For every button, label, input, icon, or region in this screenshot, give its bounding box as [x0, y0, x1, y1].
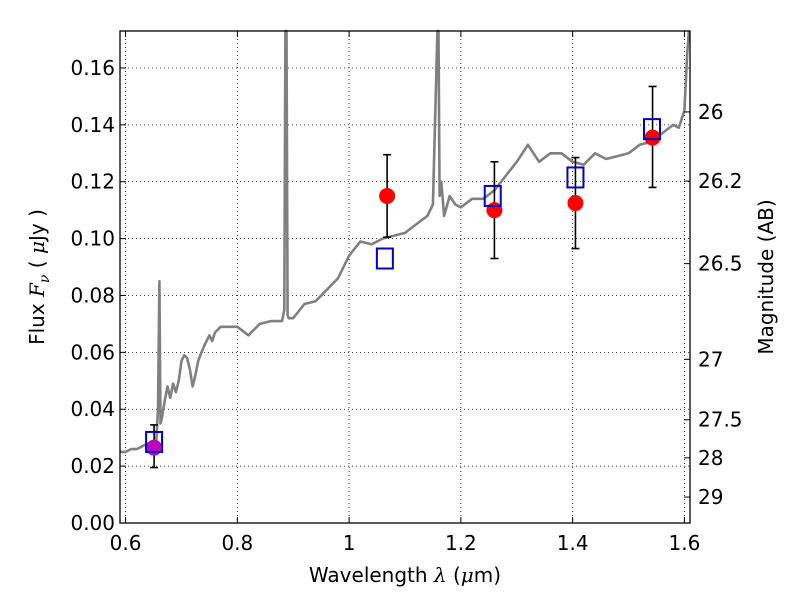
model-photometry-point	[483, 184, 502, 207]
x-tick-label: 0.6	[110, 531, 142, 555]
data-markers	[145, 118, 661, 456]
right-axis-tick-label: 26.2	[698, 169, 743, 193]
y-axis-label: Flux Fν ( μJy )	[25, 209, 53, 345]
observed-point	[379, 187, 396, 204]
model-spectrum	[120, 29, 691, 454]
right-axis-tick-label: 29	[698, 485, 723, 509]
x-axis-label: Wavelength λ (μm)	[309, 563, 501, 587]
x-tick-label: 1.2	[445, 531, 477, 555]
right-axis-tick-label: 27	[698, 347, 723, 371]
tick-labels: 0.6 0.8 1 1.2 1.4 1.6 0.00 0.02 0.04 0.06 0.08 0.10…	[70, 56, 742, 555]
model-photometry-point	[145, 430, 164, 453]
model-photometry-point	[566, 166, 585, 189]
y-tick-label: 0.16	[70, 56, 115, 80]
y-tick-label: 0.12	[70, 170, 115, 194]
y-tick-label: 0.08	[70, 283, 115, 307]
observed-point	[486, 202, 503, 219]
model-photometry-point	[375, 247, 394, 270]
plot-frame	[119, 30, 691, 524]
x-tick-label: 0.8	[221, 531, 253, 555]
right-axis-tick-label: 28	[698, 446, 723, 470]
model-photometry-point	[643, 118, 661, 141]
error-bars	[150, 85, 657, 469]
y-tick-label: 0.06	[70, 340, 115, 364]
x-tick-label: 1.4	[557, 531, 589, 555]
observed-point	[567, 195, 584, 212]
spectrum-line	[120, 29, 691, 454]
observed-point	[644, 129, 661, 146]
x-tick-label: 1.6	[669, 531, 701, 555]
right-axis-tick-label: 26	[698, 100, 723, 124]
y-tick-label: 0.00	[70, 511, 115, 535]
right-axis-label: Magnitude (AB)	[754, 199, 778, 354]
right-axis-tick-label: 26.5	[698, 252, 743, 276]
y-tick-label: 0.14	[70, 113, 115, 137]
y-tick-label: 0.04	[70, 397, 115, 421]
ticks	[120, 31, 690, 524]
y-tick-label: 0.02	[70, 454, 115, 478]
grid	[120, 31, 690, 524]
right-axis-tick-label: 27.5	[698, 408, 743, 432]
y-tick-label: 0.10	[70, 227, 115, 251]
x-tick-label: 1	[343, 531, 356, 555]
